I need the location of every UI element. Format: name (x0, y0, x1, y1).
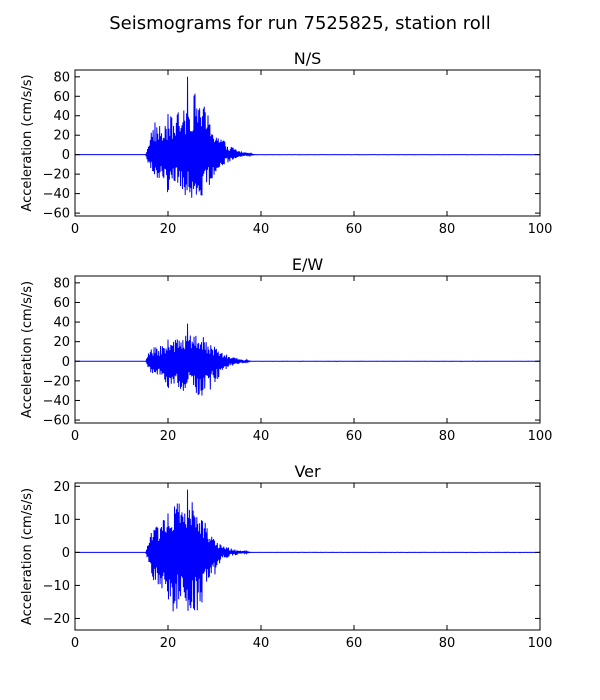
x-tick-label: 60 (346, 636, 363, 651)
y-tick-label: 20 (53, 335, 70, 350)
y-tick-label: 60 (53, 90, 70, 105)
y-tick-label: −20 (43, 168, 70, 183)
y-tick-label: 0 (62, 148, 70, 163)
x-tick-label: 40 (253, 222, 270, 237)
seismogram-panels: N/S0 20 40 60 80 100−60−40−20020406080Acceler… (20, 49, 552, 651)
x-tick-label: 80 (439, 222, 456, 237)
panel-ew: E/W 0 20 40 60 80 100 −60 −40 −20 0 20 40 60 80 Acceler… (20, 255, 552, 444)
x-tick-label: 0 (71, 429, 79, 444)
trace-ew (75, 323, 540, 396)
panel-title-ns: N/S (294, 49, 322, 68)
figure-title: Seismograms for run 7525825, station rol… (109, 13, 491, 34)
y-tick-label: −60 (43, 414, 70, 429)
y-tick-label: 0 (62, 355, 70, 370)
x-tick-label: 100 (528, 429, 553, 444)
x-tick-label: 40 (253, 636, 270, 651)
y-tick-label: 10 (53, 513, 70, 528)
y-tick-label: 60 (53, 296, 70, 311)
y-tick-label: −40 (43, 394, 70, 409)
y-tick-label: −40 (43, 187, 70, 202)
x-tick-label: 60 (346, 429, 363, 444)
x-tick-label: 40 (253, 429, 270, 444)
axes-frame-ns (74, 69, 541, 217)
y-tick-label: 40 (53, 109, 70, 124)
y-tick-label: 80 (53, 276, 70, 291)
trace-ver (75, 489, 540, 612)
x-tick-label: 60 (346, 222, 363, 237)
panel-ver: Ver 0 20 40 60 80 100 −20 −10 0 10 20 Acceleration (… (20, 462, 552, 651)
x-tick-label: 20 (160, 222, 177, 237)
y-axis-label-ver: Acceleration (cm/s/s) (20, 488, 35, 625)
panel-ns: N/S 0 20 40 60 80 100 −60 −40 −20 0 20 40 60 80 Acceler… (20, 49, 552, 237)
y-tick-label: 20 (53, 480, 70, 495)
y-tick-label: −20 (43, 374, 70, 389)
x-tick-label: 100 (528, 222, 553, 237)
panel-title-ew: E/W (292, 255, 324, 274)
x-tick-label: 80 (439, 636, 456, 651)
y-tick-label: 0 (62, 546, 70, 561)
y-axis-label-ew: Acceleration (cm/s/s) (20, 281, 35, 418)
y-tick-label: 40 (53, 316, 70, 331)
x-tick-label: 20 (160, 429, 177, 444)
axes-frame-ver (74, 482, 541, 631)
panel-title-ver: Ver (294, 462, 321, 481)
x-tick-label: 100 (528, 636, 553, 651)
x-tick-label: 20 (160, 636, 177, 651)
y-tick-label: −60 (43, 207, 70, 222)
y-tick-label: −10 (43, 579, 70, 594)
y-tick-label: 80 (53, 70, 70, 85)
x-tick-label: 80 (439, 429, 456, 444)
x-tick-label: 0 (71, 636, 79, 651)
y-tick-label: −20 (43, 612, 70, 627)
x-tick-label: 0 (71, 222, 79, 237)
axes-frame-ew (74, 275, 541, 424)
y-tick-label: 20 (53, 129, 70, 144)
trace-ns (75, 76, 540, 198)
y-axis-label-ns: Acceleration (cm/s/s) (20, 74, 35, 211)
